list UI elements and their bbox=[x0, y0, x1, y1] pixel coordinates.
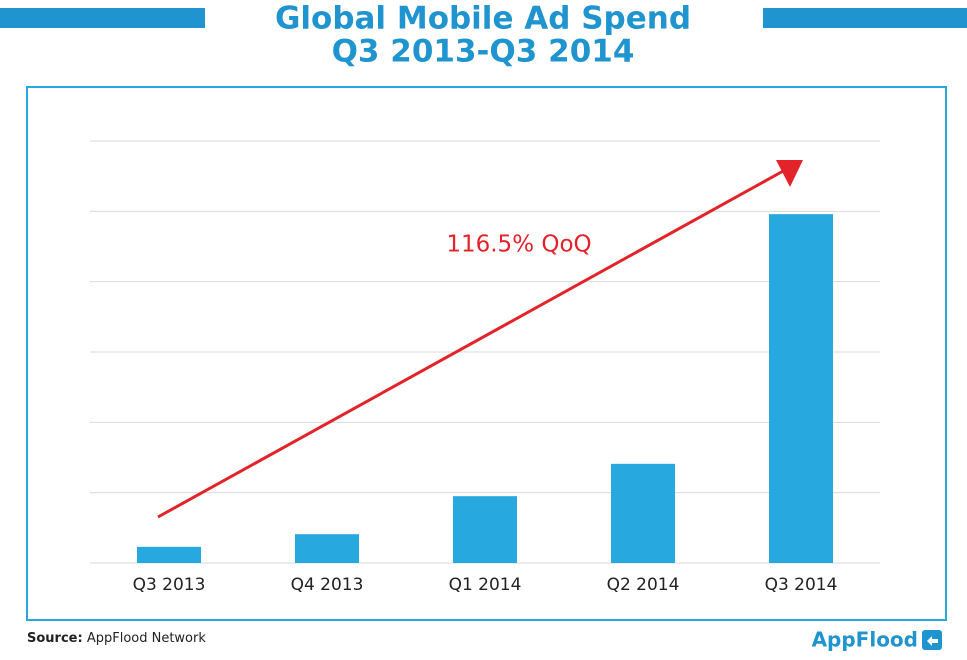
bar bbox=[611, 463, 675, 563]
bar bbox=[295, 534, 359, 563]
bar bbox=[769, 214, 833, 563]
x-tick-label: Q2 2014 bbox=[607, 575, 680, 595]
source: Source: AppFlood Network bbox=[27, 631, 206, 646]
x-tick-label: Q4 2013 bbox=[291, 575, 364, 595]
trend-arrow bbox=[157, 168, 786, 519]
bar bbox=[453, 496, 517, 563]
title-bar-left bbox=[0, 8, 205, 28]
title-bar-right bbox=[763, 8, 967, 28]
brand-icon-arrow bbox=[927, 636, 938, 646]
plot: Q3 2013 Q4 2013 Q1 2014 Q2 2014 Q3 2014 bbox=[90, 140, 880, 595]
annotation: 116.5% QoQ bbox=[446, 232, 591, 258]
plot-frame bbox=[26, 86, 947, 621]
bar bbox=[137, 546, 201, 563]
chart-subtitle: Q3 2013-Q3 2014 bbox=[332, 34, 635, 70]
arrow-head bbox=[776, 160, 803, 187]
x-tick-label: Q3 2013 bbox=[133, 575, 206, 595]
x-tick-label: Q3 2014 bbox=[765, 575, 838, 595]
chart-title: Global Mobile Ad Spend bbox=[275, 1, 691, 37]
brand: AppFlood bbox=[812, 628, 918, 652]
source-label: Source: bbox=[27, 631, 83, 646]
source-text: AppFlood Network bbox=[87, 631, 207, 646]
x-tick-label: Q1 2014 bbox=[449, 575, 522, 595]
